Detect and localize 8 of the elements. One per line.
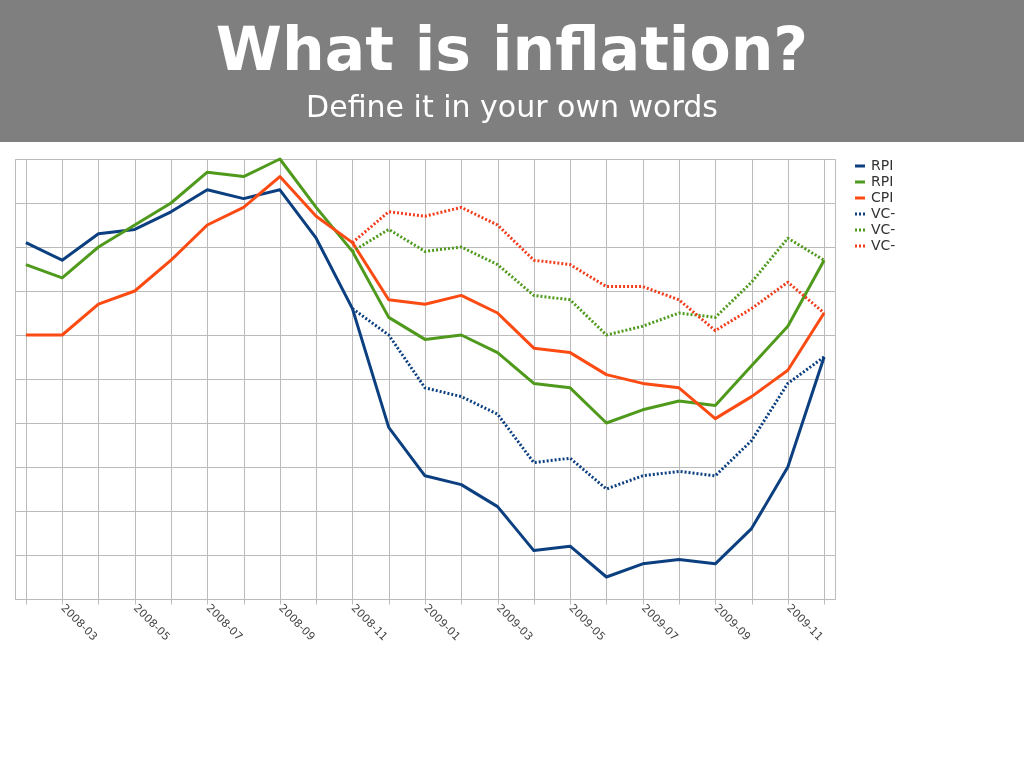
legend-label: RPI: [871, 157, 894, 173]
legend-label: VC-: [871, 221, 896, 237]
legend-label: CPI: [871, 189, 894, 205]
legend-label: VC-: [871, 205, 896, 221]
chart-title: What is inflation?: [214, 14, 810, 84]
legend-label: VC-: [871, 237, 896, 253]
legend-label: RPI: [871, 173, 894, 189]
chart-subtitle: Define it in your own words: [305, 88, 719, 126]
